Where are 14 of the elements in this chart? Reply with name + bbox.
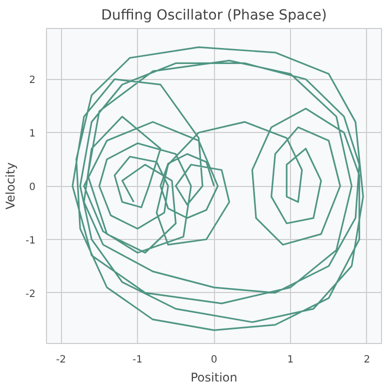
y-tick-label: -1 — [26, 235, 36, 246]
x-tick-label: 1 — [287, 354, 294, 366]
x-tick-label: -2 — [56, 354, 66, 366]
x-tick-label: 0 — [210, 354, 218, 366]
x-tick-label: 2 — [364, 354, 370, 366]
chart-title: Duffing Oscillator (Phase Space) — [101, 8, 327, 24]
y-tick-label: 2 — [29, 75, 36, 86]
y-tick-label: 1 — [29, 128, 36, 140]
y-tick-label: -2 — [26, 288, 36, 300]
y-tick-label: 0 — [29, 182, 36, 193]
y-axis-title: Velocity — [4, 162, 18, 210]
x-axis-title: Position — [190, 370, 238, 384]
x-tick-label: -1 — [132, 354, 143, 366]
line-series — [72, 46, 364, 331]
